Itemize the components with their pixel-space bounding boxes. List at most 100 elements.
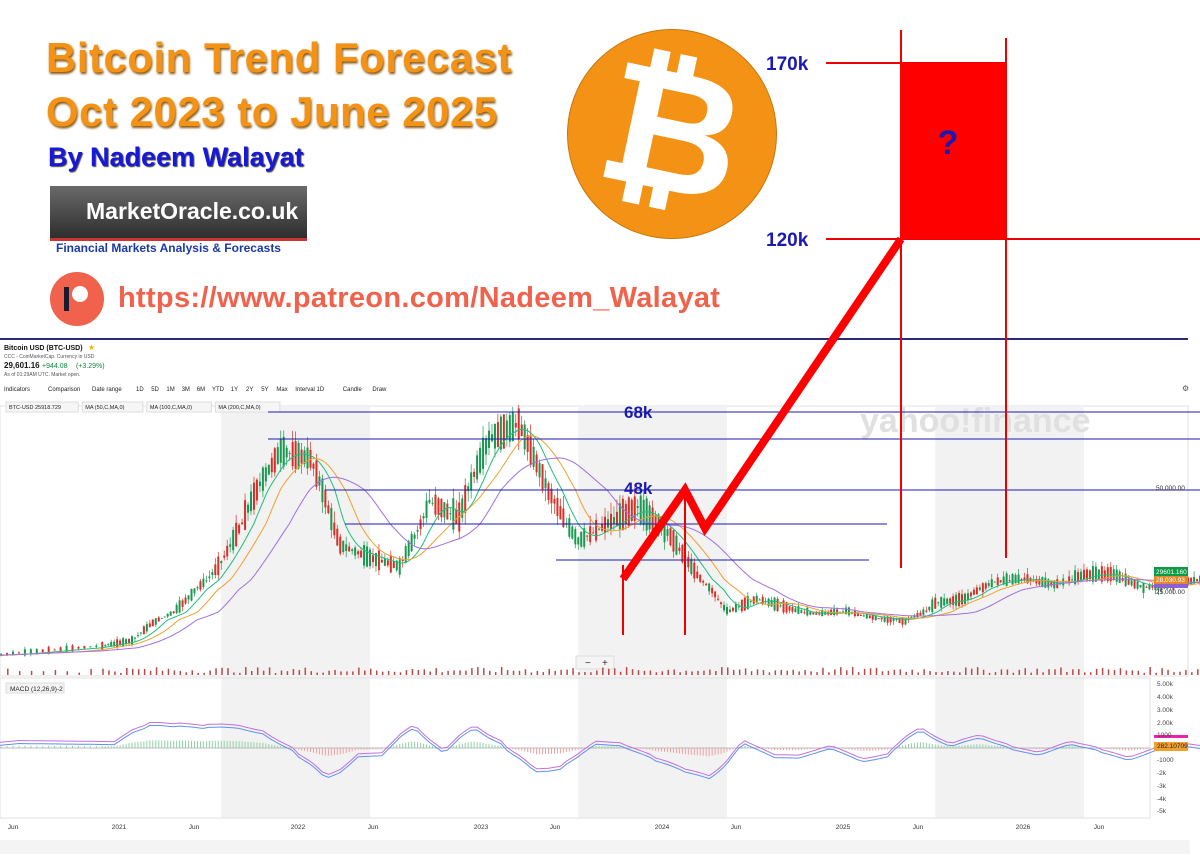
candle-body [934, 597, 937, 609]
candle-body [648, 505, 651, 530]
candle-body [95, 645, 98, 647]
candle-body [993, 581, 996, 583]
candle-body [1026, 574, 1029, 584]
volume-bar [518, 670, 521, 675]
candle-body [190, 588, 193, 601]
toolbar-item-2y[interactable]: 2Y [246, 387, 253, 393]
market-oracle-logo[interactable]: MarketOracle.co.uk Financial Markets Ana… [50, 186, 307, 256]
candle-body [981, 583, 984, 593]
candle-body [133, 637, 136, 639]
toolbar-item-1y[interactable]: 1Y [231, 387, 238, 393]
volume-bar [673, 669, 675, 675]
candle-body [699, 574, 702, 582]
candle-body [446, 503, 449, 520]
volume-bar [399, 672, 402, 675]
volume-bar [840, 667, 842, 675]
toolbar-item-5y[interactable]: 5Y [261, 387, 268, 393]
candle-body [41, 649, 44, 653]
volume-bar [941, 672, 943, 675]
candle-body [874, 615, 877, 621]
volume-bar [762, 670, 765, 675]
volume-bar [358, 667, 360, 675]
indicator-tag[interactable] [5, 401, 79, 413]
volume-bar [1000, 669, 1003, 675]
volume-bar [982, 669, 985, 675]
macd-tag[interactable] [5, 682, 65, 694]
toolbar-item-date-range[interactable]: Date range [92, 387, 122, 393]
indicator-tag[interactable] [146, 401, 212, 413]
chart-toolbar: Indicators Comparison Date range 1D 5D 1M 3M 6M… [4, 387, 387, 393]
volume-bar [7, 668, 9, 675]
toolbar-item-1m[interactable]: 1M [166, 387, 174, 393]
candle-body [969, 592, 972, 597]
toolbar-item-ytd[interactable]: YTD [212, 387, 225, 393]
candle-body [550, 488, 553, 504]
candle-body [116, 639, 119, 648]
toolbar-item-3m[interactable]: 3M [182, 387, 190, 393]
year-band [935, 406, 1084, 818]
volume-bar [786, 670, 788, 675]
volume-bar [1149, 667, 1151, 675]
x-axis-label: 2021 [112, 824, 127, 831]
toolbar-item-1d[interactable]: 1D [136, 387, 144, 393]
volume-bar [661, 671, 664, 675]
volume-bar [364, 670, 366, 675]
volume-bar [132, 668, 134, 675]
volume-bar [994, 672, 997, 675]
toolbar-item-interval-1d[interactable]: Interval 1D [295, 387, 325, 393]
toolbar-item-comparison[interactable]: Comparison [48, 387, 80, 393]
candle-body [556, 498, 559, 516]
candle-body [809, 611, 812, 615]
indicator-tag[interactable] [214, 401, 281, 413]
candle-body [693, 562, 696, 579]
toolbar-item-5d[interactable]: 5D [151, 387, 159, 393]
price-change: +944.08 [42, 363, 68, 370]
volume-bar [292, 669, 295, 675]
candle-body [434, 494, 437, 515]
candle-body [702, 580, 705, 583]
candle-body [377, 550, 380, 571]
candle-body [128, 639, 131, 644]
zoom-out-button[interactable]: − [585, 658, 591, 669]
candle-body [737, 606, 740, 608]
volume-bar [631, 669, 634, 675]
x-axis: Jun 2021 Jun 2022 Jun 2023 Jun 2024 Jun 2025 Jun 20… [8, 824, 1105, 831]
candle-body [470, 472, 473, 491]
indicator-tag[interactable] [81, 401, 144, 413]
candle-body [508, 415, 511, 442]
candle-body [175, 604, 178, 614]
patreon-url-link[interactable]: https://www.patreon.com/Nadeem_Walayat [118, 282, 721, 314]
volume-bar [1191, 672, 1193, 675]
candle-body [544, 478, 547, 489]
volume-bar [822, 667, 824, 675]
candle-body [1127, 578, 1130, 585]
patreon-logo-icon[interactable] [50, 272, 104, 326]
toolbar-item-draw[interactable]: Draw [372, 387, 387, 393]
volume-bar [423, 669, 426, 675]
toolbar-item-indicators[interactable]: Indicators [4, 387, 30, 393]
candle-body [1071, 579, 1074, 581]
candle-body [83, 646, 86, 649]
candle-body [154, 618, 157, 625]
settings-gear-icon[interactable]: ⚙ [1182, 384, 1189, 393]
watchlist-star-icon[interactable]: ★ [88, 343, 95, 352]
candle-body [842, 611, 845, 613]
candle-body [306, 447, 309, 469]
toolbar-item-6m[interactable]: 6M [197, 387, 205, 393]
volume-bar [286, 671, 289, 675]
candle-body [612, 517, 615, 525]
candle-body [949, 598, 952, 604]
x-axis-label: Jun [368, 824, 379, 831]
toolbar-item-candle[interactable]: Candle [343, 387, 363, 393]
candle-body [672, 530, 675, 552]
volume-bar [548, 668, 550, 675]
volume-bar [756, 669, 759, 675]
zoom-in-button[interactable]: + [602, 658, 608, 669]
candle-body [862, 615, 865, 617]
volume-bar [512, 670, 515, 675]
toolbar-item-max[interactable]: Max [276, 387, 287, 393]
candle-body [1088, 570, 1091, 580]
volume-bar [727, 667, 729, 675]
candle-body [1077, 572, 1080, 582]
macd-axis-label: 1000 [1157, 732, 1172, 739]
